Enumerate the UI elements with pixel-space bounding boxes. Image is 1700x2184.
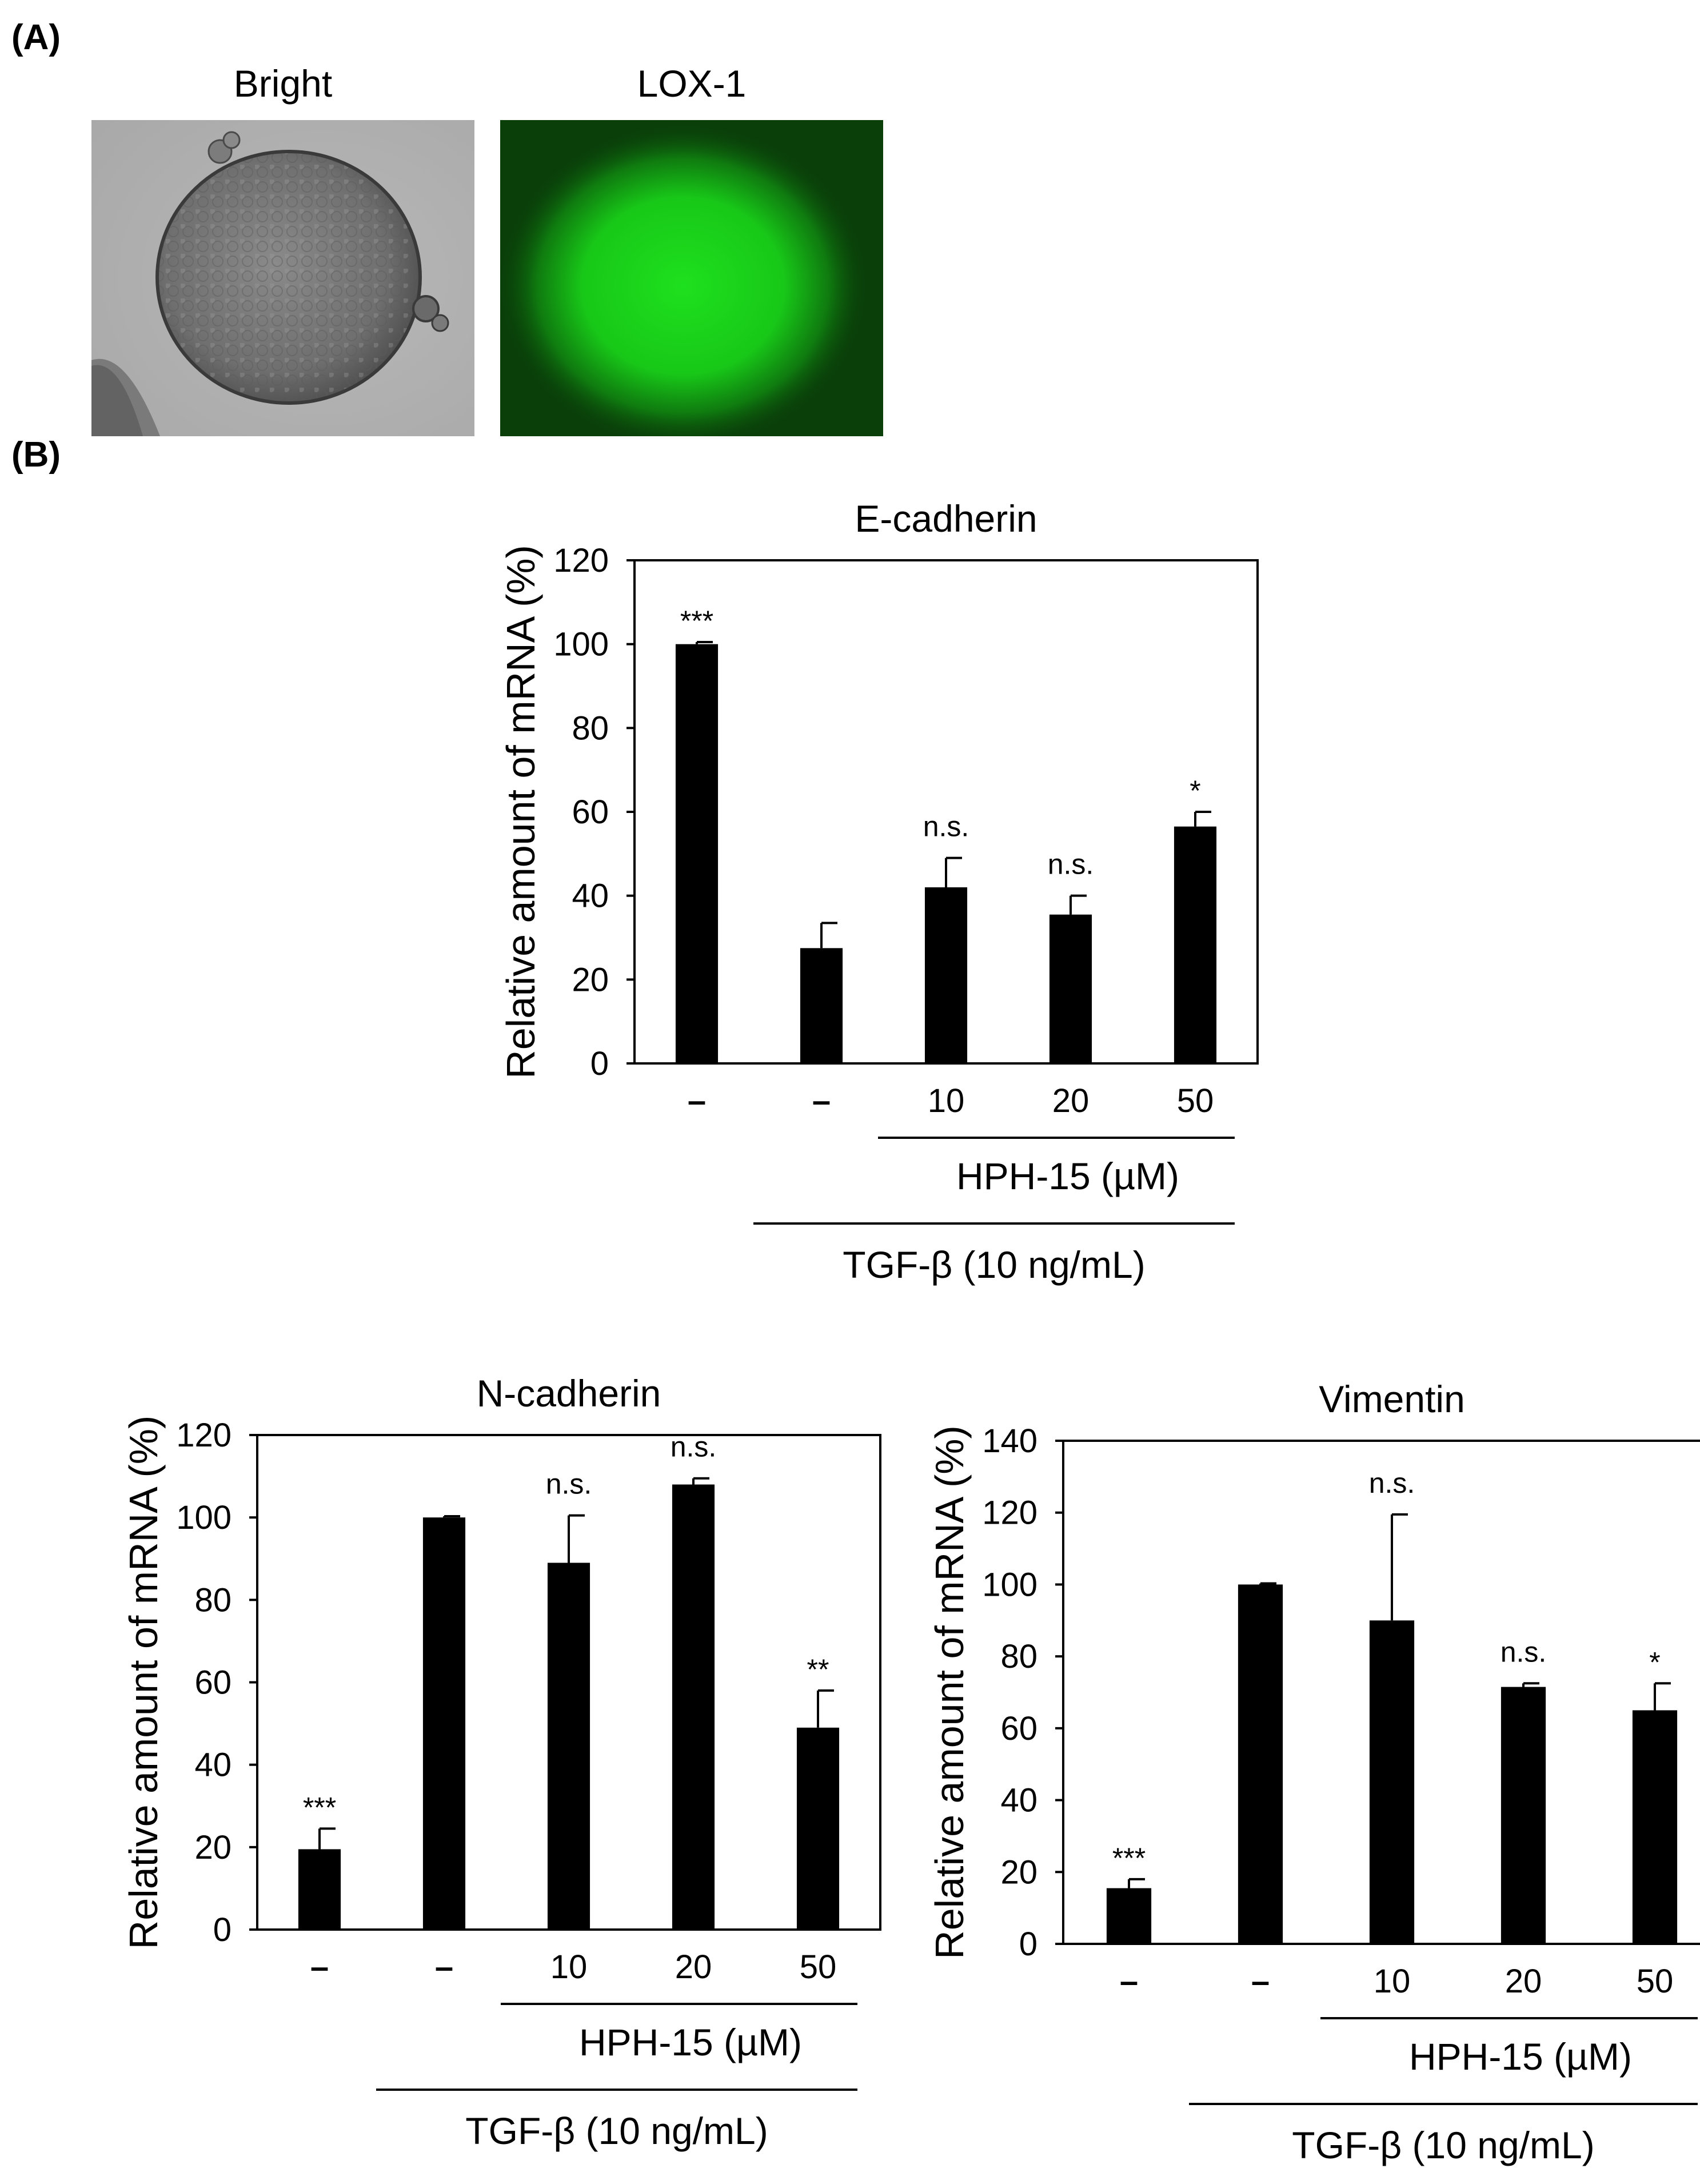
significance-stars: ***: [1112, 1842, 1146, 1874]
y-tick-label: 140: [982, 1422, 1037, 1460]
x-tick-label: 10: [928, 1082, 965, 1119]
y-axis-label: Relative amount of mRNA (%): [927, 1425, 972, 1959]
chart-title: N-cadherin: [477, 1372, 661, 1414]
vimentin-chart: Vimentin Relative amount of mRNA (%) 0 20 40…: [927, 1378, 1700, 2166]
y-tick-label: 0: [1019, 1926, 1037, 1963]
y-tick-label: 40: [194, 1747, 232, 1784]
e-cadherin-chart: E-cadherin Relative amount of mRNA (%) 0 20…: [498, 497, 1259, 1286]
x-tick-label: –: [688, 1082, 706, 1119]
tgfb-group-label: TGF-β (10 ng/mL): [1292, 2124, 1594, 2166]
x-tick-label: –: [1120, 1963, 1138, 2000]
x-tick-label: –: [812, 1082, 831, 1119]
y-tick-label: 40: [1000, 1782, 1037, 1819]
bar: [1174, 826, 1217, 1063]
bar: [1369, 1620, 1415, 1944]
y-tick-label: 0: [213, 1911, 232, 1948]
tgfb-group-label: TGF-β (10 ng/mL): [465, 2110, 768, 2152]
bar: [800, 948, 843, 1063]
bar: [1501, 1687, 1546, 1944]
x-tick-label: –: [310, 1948, 329, 1986]
significance-ns: n.s.: [923, 811, 969, 843]
hph15-group-label: HPH-15 (µM): [579, 2021, 802, 2063]
significance-stars: ***: [680, 605, 713, 637]
significance-ns: n.s.: [1369, 1467, 1415, 1499]
bar: [422, 1517, 466, 1930]
chart-title: E-cadherin: [855, 497, 1037, 540]
y-tick-label: 60: [194, 1664, 232, 1701]
bar: [672, 1484, 715, 1930]
x-tick-label: 10: [550, 1948, 588, 1986]
bar: [675, 644, 719, 1063]
y-tick-label: 60: [572, 794, 609, 831]
significance-ns: n.s.: [671, 1431, 717, 1463]
y-tick-label: 120: [553, 542, 609, 579]
n-cadherin-chart: N-cadherin Relative amount of mRNA (%) 0 20…: [121, 1372, 881, 2152]
y-axis-label: Relative amount of mRNA (%): [121, 1416, 166, 1950]
y-tick-label: 120: [982, 1494, 1037, 1532]
bar: [1049, 914, 1092, 1063]
significance-stars: *: [1190, 775, 1200, 807]
y-tick-label: 80: [572, 710, 609, 747]
bar: [547, 1563, 590, 1930]
significance-ns: n.s.: [546, 1468, 592, 1500]
bar: [1632, 1710, 1678, 1944]
brightfield-micrograph: [91, 120, 474, 436]
x-tick-label: –: [1251, 1963, 1270, 2000]
y-tick-label: 40: [572, 878, 609, 915]
lox1-image-title: LOX-1: [637, 62, 747, 105]
y-tick-label: 20: [194, 1829, 232, 1866]
x-tick-label: 50: [1637, 1963, 1674, 2000]
bar: [1106, 1888, 1152, 1944]
y-tick-label: 0: [590, 1045, 609, 1082]
x-tick-label: 50: [1177, 1082, 1214, 1119]
significance-stars: *: [1649, 1646, 1660, 1678]
x-tick-label: 10: [1374, 1963, 1411, 2000]
x-tick-label: –: [435, 1948, 453, 1986]
x-tick-label: 50: [800, 1948, 837, 1986]
y-tick-label: 100: [176, 1499, 232, 1536]
y-tick-label: 80: [1000, 1638, 1037, 1675]
chart-title: Vimentin: [1319, 1378, 1465, 1420]
y-tick-label: 60: [1000, 1710, 1037, 1747]
hph15-group-label: HPH-15 (µM): [1409, 2035, 1632, 2078]
tgfb-group-label: TGF-β (10 ng/mL): [843, 1244, 1145, 1286]
bar: [796, 1727, 840, 1930]
hph15-group-label: HPH-15 (µM): [956, 1155, 1179, 1197]
bar: [298, 1849, 341, 1930]
bright-image-title: Bright: [233, 62, 333, 105]
x-tick-label: 20: [1052, 1082, 1090, 1119]
significance-ns: n.s.: [1048, 848, 1094, 880]
significance-stars: **: [807, 1653, 829, 1685]
y-tick-label: 100: [982, 1566, 1037, 1603]
panel-a-label: (A): [11, 18, 61, 57]
significance-ns: n.s.: [1501, 1636, 1547, 1668]
y-tick-label: 100: [553, 626, 609, 663]
y-axis-label: Relative amount of mRNA (%): [498, 545, 543, 1079]
lox1-fluorescence-micrograph: [500, 120, 883, 436]
y-tick-label: 20: [1000, 1854, 1037, 1891]
panel-b-label: (B): [11, 435, 61, 475]
bar: [924, 887, 968, 1063]
y-tick-label: 80: [194, 1581, 232, 1619]
y-tick-label: 120: [176, 1417, 232, 1454]
x-tick-label: 20: [1505, 1963, 1542, 2000]
x-tick-label: 20: [675, 1948, 712, 1986]
bar: [1238, 1584, 1283, 1944]
significance-stars: ***: [303, 1791, 336, 1823]
y-tick-label: 20: [572, 961, 609, 998]
